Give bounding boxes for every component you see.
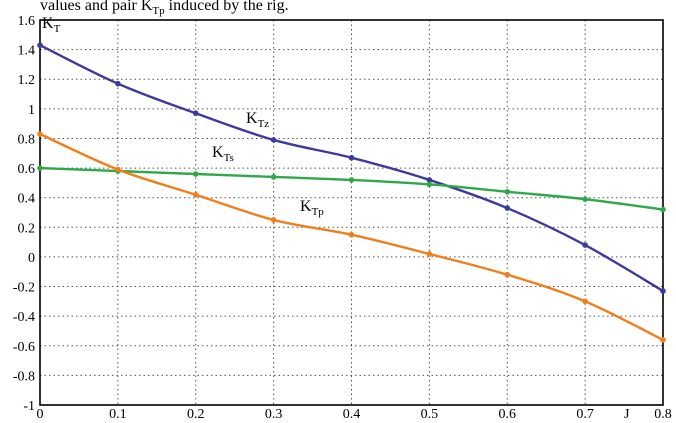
data-point-ts (37, 165, 43, 171)
data-point-tp (660, 337, 666, 343)
top-caption-tail: induced by the rig. (165, 0, 289, 14)
series-label-ktp-main: K (300, 198, 312, 215)
y-tick-label: 1.4 (18, 44, 36, 59)
y-axis-label-sub: T (54, 23, 61, 35)
x-tick-label: 0.3 (265, 407, 283, 422)
data-point-tp (426, 251, 433, 257)
data-point-tz (348, 154, 355, 161)
grid-lines (40, 20, 663, 405)
data-point-tz (270, 137, 277, 143)
x-axis-label: J (624, 407, 630, 422)
data-point-tp (37, 131, 43, 137)
y-tick-label: 0.6 (18, 162, 36, 177)
data-point-tz (37, 42, 43, 48)
top-caption-main: values and pair K (40, 0, 153, 14)
top-caption-sub: Tp (152, 5, 165, 17)
data-point-tz (582, 242, 588, 248)
x-tick-label: 0.6 (499, 407, 517, 422)
data-point-tp (504, 271, 511, 278)
y-tick-label: 0 (28, 251, 35, 266)
series-label-ktz: KTz (246, 110, 269, 130)
x-tick-label: 0.8 (654, 407, 672, 422)
y-axis-ticks: 1.6 1.4 1.2 1 0.8 0.6 0.4 0.2 0 -0.2 -0.4 -0.6 -0.8 -… (13, 14, 35, 414)
y-axis-label-main: K (42, 15, 54, 32)
y-tick-label: 0.8 (18, 132, 36, 147)
data-point-ts (348, 177, 355, 183)
data-point-ts (426, 181, 433, 188)
x-tick-label: 0.5 (421, 407, 439, 422)
y-tick-label: -1 (23, 399, 35, 414)
x-axis-ticks: 0 0.1 0.2 0.3 0.4 0.5 0.6 0.7 0.8 (37, 407, 672, 422)
data-point-ts (582, 196, 588, 202)
y-tick-label: -0.6 (13, 340, 35, 355)
data-point-tz (504, 205, 511, 211)
data-point-tp (115, 166, 121, 173)
y-tick-label: 1 (28, 103, 35, 118)
plot-frame (39, 19, 664, 406)
data-point-tp (192, 191, 199, 198)
x-tick-label: 0 (37, 407, 44, 422)
data-point-tz (660, 288, 666, 294)
series-label-kts-main: K (212, 144, 224, 161)
x-tick-label: 0.2 (187, 407, 205, 422)
data-point-ts (504, 188, 511, 195)
data-point-tp (582, 298, 588, 305)
x-tick-label: 0.4 (343, 407, 361, 422)
data-point-ts (270, 174, 277, 180)
data-point-tp (348, 231, 355, 238)
data-point-tz (192, 110, 199, 117)
data-point-tp (270, 217, 277, 223)
series-label-kts-sub: Ts (224, 152, 234, 164)
series-label-ktz-sub: Tz (258, 118, 270, 130)
data-point-tz (115, 80, 121, 87)
y-tick-label: -0.8 (13, 369, 35, 384)
y-tick-label: -0.2 (13, 281, 35, 296)
series-label-kts: KTs (212, 144, 234, 164)
data-point-ts (192, 171, 199, 177)
x-tick-label: 0.7 (576, 407, 594, 422)
y-tick-label: 1.6 (18, 14, 36, 29)
data-point-ts (660, 206, 666, 213)
series-label-ktp: KTp (300, 198, 324, 218)
y-axis-label: KT (42, 15, 61, 35)
y-tick-label: 0.2 (18, 221, 36, 236)
top-caption: values and pair KTp induced by the rig. (40, 0, 289, 17)
y-tick-label: 1.2 (18, 73, 36, 88)
series-group (37, 42, 666, 343)
series-label-ktp-sub: Tp (312, 206, 325, 218)
y-tick-label: 0.4 (18, 192, 36, 207)
data-point-tz (426, 177, 433, 183)
x-tick-label: 0.1 (109, 407, 127, 422)
series-label-ktz-main: K (246, 110, 258, 127)
y-tick-label: -0.4 (13, 310, 35, 325)
